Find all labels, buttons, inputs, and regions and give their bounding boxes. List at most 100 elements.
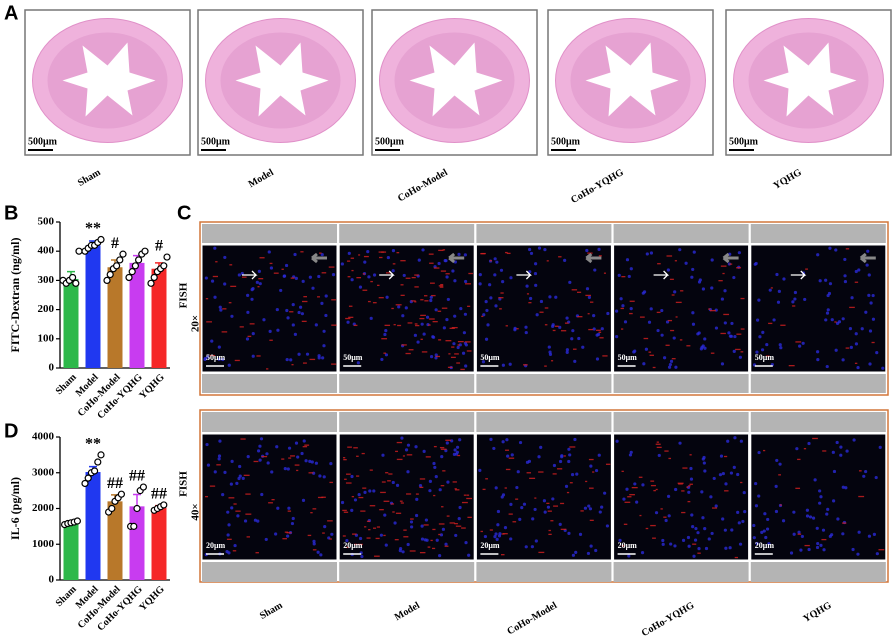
fish-signal [403, 536, 409, 538]
nucleus [720, 362, 725, 366]
y-tick-label: 2000 [32, 502, 55, 514]
x-tick-label: YQHG [137, 372, 167, 402]
nucleus [843, 279, 848, 284]
fish-signal [351, 533, 357, 535]
nucleus [774, 509, 779, 514]
fish-signal [246, 536, 250, 538]
nucleus [221, 357, 225, 362]
fish-signal [670, 329, 675, 332]
fish-signal [740, 481, 743, 484]
fish-signal [428, 324, 431, 326]
nucleus [860, 327, 864, 331]
nucleus [819, 495, 823, 499]
fish-signal [557, 468, 563, 470]
fish-signal [400, 294, 405, 297]
significance-mark: ## [107, 475, 123, 492]
nucleus [850, 296, 854, 300]
nucleus [567, 447, 571, 451]
data-point [130, 522, 138, 530]
fish-signal [656, 446, 662, 449]
nucleus [322, 329, 326, 333]
nucleus [458, 438, 462, 442]
nucleus [649, 251, 654, 255]
nucleus [828, 246, 832, 250]
nucleus [596, 332, 601, 336]
arrow [311, 252, 327, 264]
fish-signal [310, 512, 313, 514]
nucleus [702, 461, 706, 465]
fish-signal [411, 300, 416, 302]
nucleus [260, 492, 264, 497]
fish-signal [375, 537, 380, 540]
nucleus [227, 363, 231, 367]
fish-signal [466, 497, 473, 500]
fish-signal [598, 255, 602, 257]
nucleus [534, 539, 538, 543]
nucleus [598, 510, 602, 514]
nucleus [229, 482, 233, 486]
nucleus [830, 318, 834, 322]
fish-signal [551, 360, 554, 362]
nucleus [428, 489, 432, 493]
nucleus [323, 525, 327, 529]
nucleus [875, 351, 879, 355]
fish-signal [400, 284, 404, 286]
fish-signal [740, 297, 745, 300]
fish-signal [650, 480, 655, 482]
scale-bar-label: 20μm [343, 541, 363, 550]
nucleus [564, 484, 569, 488]
nucleus [258, 444, 262, 448]
nucleus [314, 461, 318, 465]
fish-signal [563, 455, 566, 457]
nucleus [463, 253, 467, 257]
fish-signal [449, 522, 455, 524]
nucleus [694, 526, 698, 531]
nucleus [346, 320, 350, 324]
nucleus [358, 536, 363, 541]
data-point [108, 504, 116, 513]
nucleus [320, 253, 324, 257]
fish-signal [380, 491, 386, 494]
fish-signal [560, 528, 567, 530]
fish-signal [438, 339, 442, 341]
nucleus [592, 314, 596, 318]
nucleus [667, 365, 672, 369]
fish-signal [395, 512, 402, 514]
nucleus [266, 461, 270, 465]
fish-signal [455, 525, 462, 527]
fish-signal [312, 549, 317, 551]
fish-signal [440, 270, 447, 272]
nucleus [729, 471, 734, 475]
nucleus [534, 262, 538, 266]
fish-signal [566, 491, 570, 494]
data-point [125, 273, 133, 282]
fish-signal [718, 280, 723, 282]
nucleus [363, 260, 367, 264]
lumen [409, 42, 503, 117]
fish-signal [301, 320, 307, 323]
nucleus [661, 542, 665, 546]
fish-signal [406, 454, 413, 456]
nucleus [641, 483, 645, 487]
nucleus [778, 343, 782, 347]
nucleus [398, 549, 402, 553]
group-label: Model [247, 167, 276, 190]
nucleus [600, 505, 604, 509]
fish-signal [319, 252, 322, 254]
fish-signal [845, 248, 850, 250]
fish-signal [656, 311, 661, 314]
nucleus [424, 518, 428, 522]
nucleus [878, 445, 882, 450]
fish-signal [442, 249, 446, 251]
fish-signal [205, 495, 209, 498]
nucleus [432, 461, 436, 466]
fish-signal [454, 522, 458, 525]
fish-signal [348, 305, 353, 307]
nucleus [757, 494, 761, 498]
nucleus [664, 518, 668, 523]
nucleus [615, 309, 619, 313]
fish-signal [560, 502, 565, 505]
nucleus [647, 320, 652, 324]
nucleus [262, 318, 266, 322]
nucleus [640, 551, 645, 555]
